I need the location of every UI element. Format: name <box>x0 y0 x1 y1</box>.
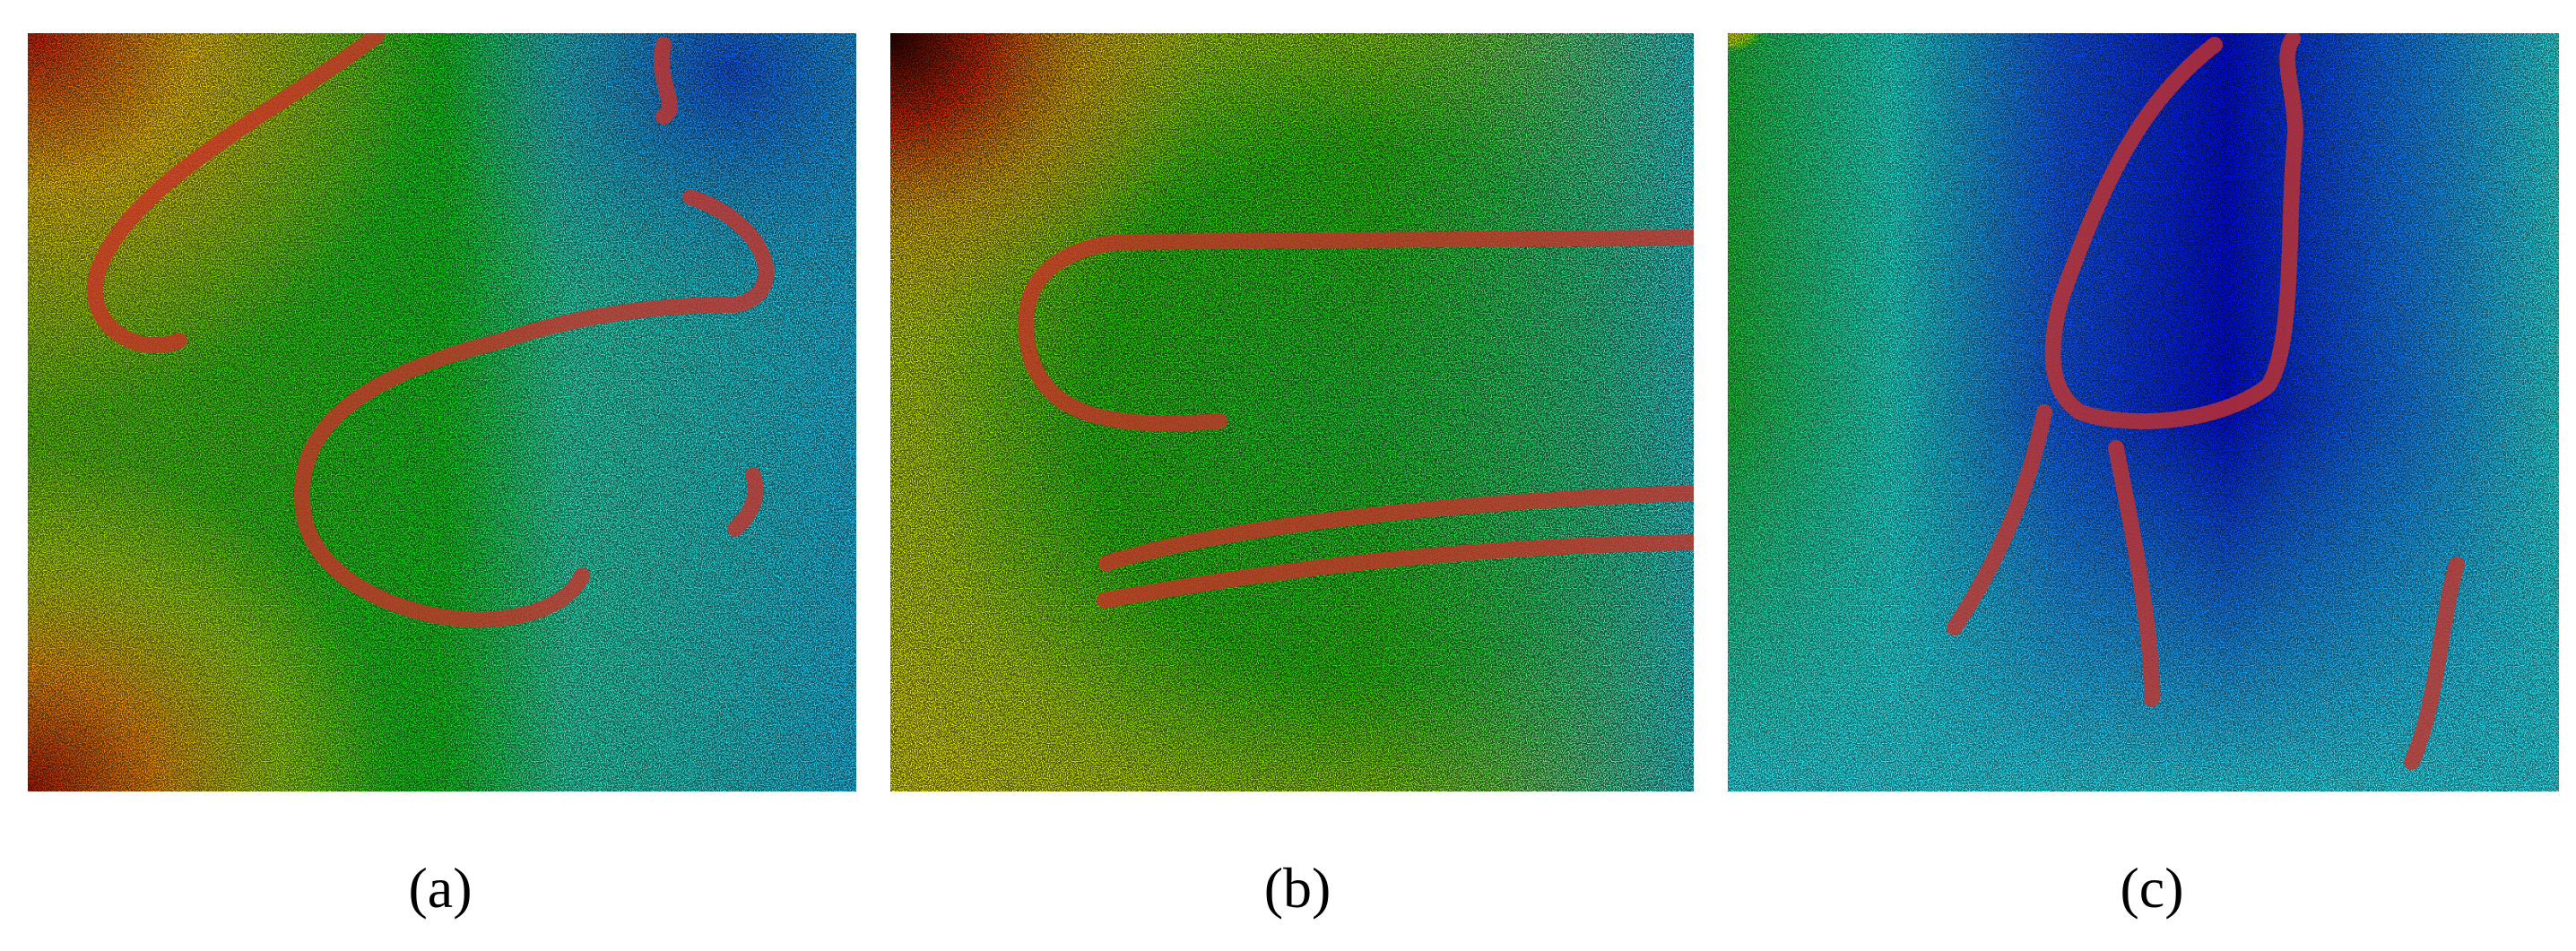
panel-c-image <box>1728 33 2559 791</box>
caption: (c) <box>2120 856 2183 920</box>
panel-b-image <box>890 33 1694 791</box>
caption: (b) <box>1264 856 1331 920</box>
caption: (a) <box>408 856 472 920</box>
panel-a-image <box>28 33 856 791</box>
